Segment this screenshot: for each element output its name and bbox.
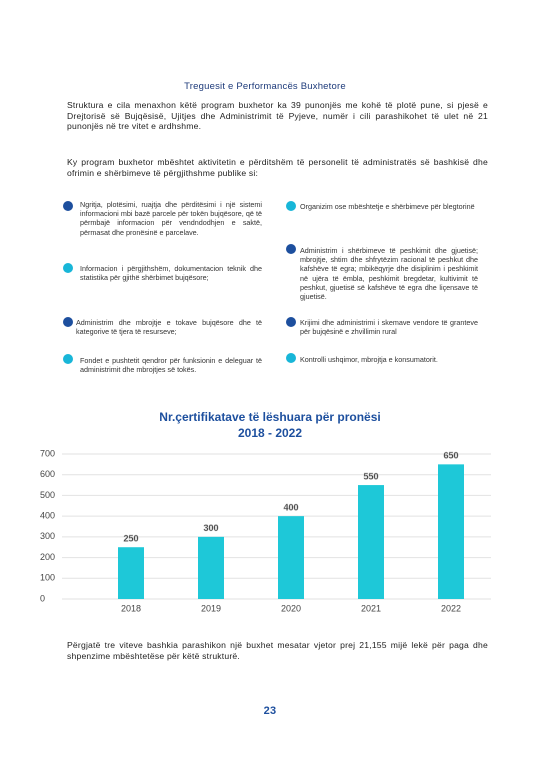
bullet-text: Fondet e pushtetit qendror për funksioni… xyxy=(80,356,262,375)
y-tick-label: 300 xyxy=(40,531,55,541)
bullet-text: Kontrolli ushqimor, mbrojtja e konsumato… xyxy=(300,355,438,364)
bullet-text: Organizim ose mbështetje e shërbimeve pë… xyxy=(300,202,475,211)
bullet-icon xyxy=(63,201,73,211)
x-tick-label: 2021 xyxy=(361,603,381,613)
x-tick-label: 2019 xyxy=(201,603,221,613)
page-number: 23 xyxy=(263,705,277,717)
paragraph: Ky program buxhetor mbështet aktivitetin… xyxy=(67,157,488,178)
value-label: 250 xyxy=(123,534,138,544)
bullet-icon xyxy=(63,317,73,327)
bullet-icon xyxy=(286,317,296,327)
x-tick-label: 2022 xyxy=(441,603,461,613)
bullet-icon xyxy=(286,201,296,211)
y-tick-label: 700 xyxy=(40,448,55,458)
value-label: 550 xyxy=(363,471,378,481)
y-tick-label: 0 xyxy=(40,593,45,603)
bullet-icon xyxy=(63,263,73,273)
bullet-icon xyxy=(286,244,296,254)
paragraph: Përgjatë tre viteve bashkia parashikon n… xyxy=(67,640,488,661)
value-label: 400 xyxy=(283,503,298,513)
x-tick-label: 2020 xyxy=(281,603,301,613)
bullet-icon xyxy=(286,353,296,363)
bar xyxy=(118,547,144,599)
y-tick-label: 400 xyxy=(40,511,55,521)
bullet-text: Informacion i përgjithshëm, dokumentacio… xyxy=(80,264,262,283)
chart-subtitle: 2018 - 2022 xyxy=(238,426,302,440)
bullet-text: Ngritja, plotësimi, ruajtja dhe përditës… xyxy=(80,200,262,237)
chart: Nr.çertifikatave të lëshuara për pronësi… xyxy=(40,410,491,613)
bullet-text: Administrim i shërbimeve të peshkimit dh… xyxy=(300,246,478,302)
page-title: Treguesit e Performancës Buxhetore xyxy=(184,81,346,92)
y-tick-label: 600 xyxy=(40,469,55,479)
y-tick-label: 500 xyxy=(40,490,55,500)
bar xyxy=(438,464,464,599)
bullet-icon xyxy=(63,354,73,364)
bar xyxy=(358,485,384,599)
y-tick-label: 100 xyxy=(40,573,55,583)
chart-title: Nr.çertifikatave të lëshuara për pronësi xyxy=(159,410,380,424)
bullet-text: Krijimi dhe administrimi i skemave vendo… xyxy=(300,318,478,337)
bar xyxy=(198,536,224,599)
value-label: 300 xyxy=(203,523,218,533)
bullet-text: Administrim dhe mbrojtje e tokave bujqës… xyxy=(76,318,262,337)
paragraph: Struktura e cila menaxhon këtë program b… xyxy=(67,100,488,132)
y-tick-label: 200 xyxy=(40,552,55,562)
x-tick-label: 2018 xyxy=(121,603,141,613)
bar xyxy=(278,516,304,599)
value-label: 650 xyxy=(443,451,458,461)
